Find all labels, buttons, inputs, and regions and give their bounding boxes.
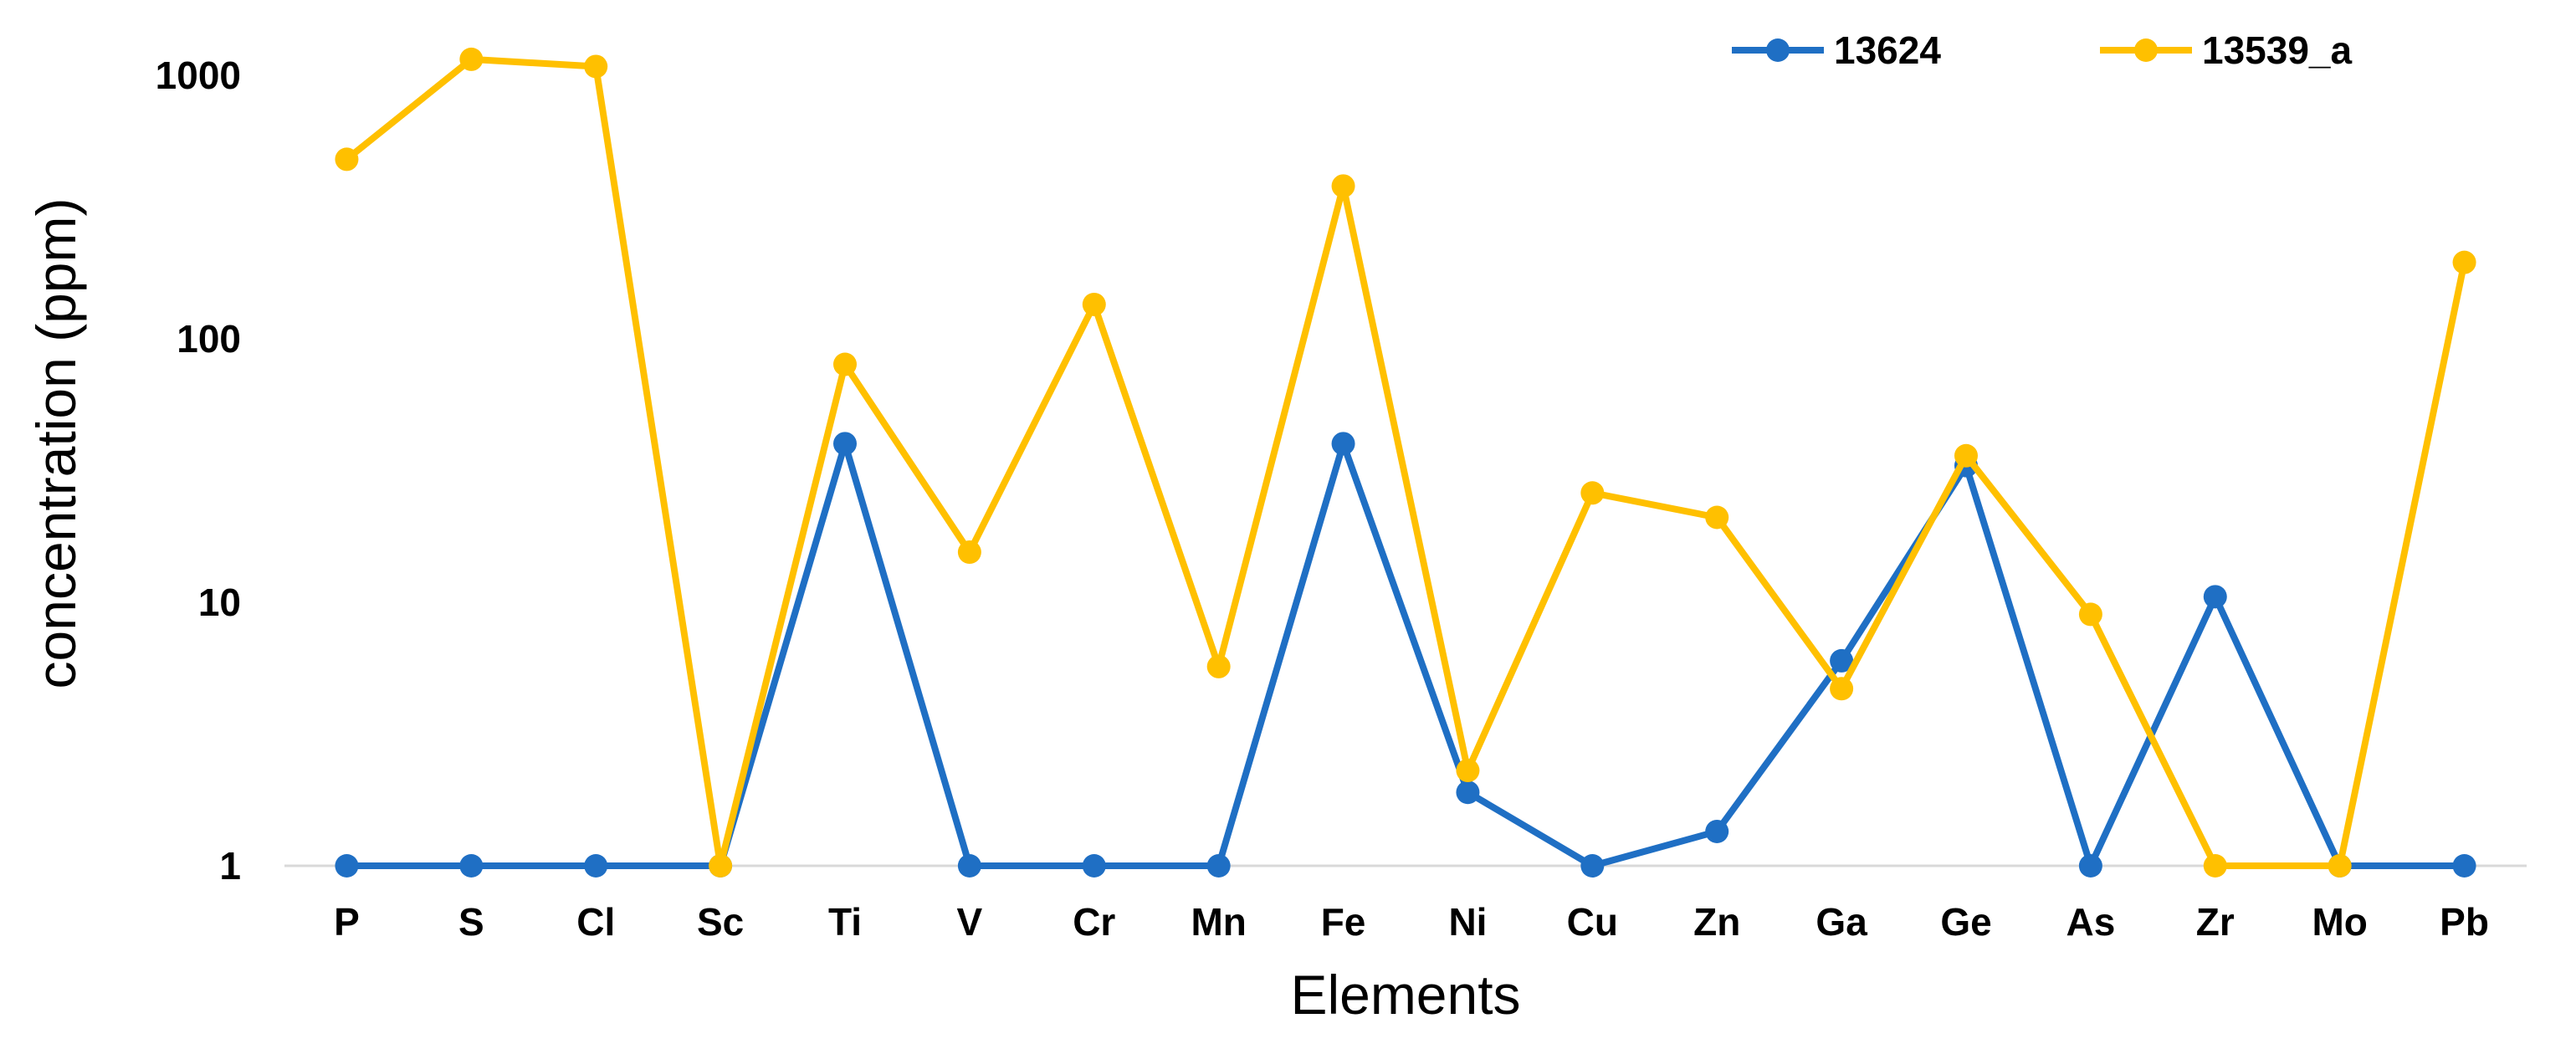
data-point: [1331, 174, 1355, 198]
data-point: [1830, 677, 1854, 701]
data-point: [2203, 854, 2227, 878]
x-tick-label: Cr: [1073, 900, 1115, 944]
x-tick-label: Cl: [576, 900, 615, 944]
x-tick-label: V: [957, 900, 983, 944]
x-tick-label: Ge: [1940, 900, 1991, 944]
x-tick-label: Mn: [1191, 900, 1246, 944]
data-point: [1456, 780, 1480, 805]
data-point: [459, 47, 484, 71]
data-point: [1705, 505, 1729, 530]
series-13624: [335, 432, 2476, 878]
x-tick-label: Sc: [697, 900, 744, 944]
x-tick-label: As: [2066, 900, 2115, 944]
y-tick-label: 100: [177, 317, 241, 361]
data-point: [1206, 854, 1231, 878]
data-point: [1082, 292, 1106, 316]
data-point: [1206, 654, 1231, 678]
x-tick-label: Fe: [1321, 900, 1366, 944]
data-point: [833, 432, 857, 456]
data-point: [2203, 585, 2227, 609]
data-point: [1580, 854, 1605, 878]
legend-label: 13539_a: [2202, 28, 2352, 72]
legend-item: 13624: [1732, 28, 1941, 72]
x-tick-label: S: [458, 900, 484, 944]
data-point: [1580, 481, 1605, 505]
series-line: [344, 55, 2468, 869]
legend-marker: [1766, 38, 1790, 62]
data-point: [2452, 854, 2476, 878]
data-point: [957, 540, 981, 565]
legend-label: 13624: [1834, 28, 1941, 72]
data-point: [1456, 759, 1480, 783]
x-tick-label: Mo: [2312, 900, 2367, 944]
x-tick-label: Zr: [2196, 900, 2235, 944]
x-axis-title: Elements: [1290, 964, 1520, 1026]
y-tick-label: 1: [219, 844, 241, 888]
x-tick-label: Pb: [2440, 900, 2489, 944]
data-point: [1082, 854, 1106, 878]
x-tick-label: P: [334, 900, 360, 944]
x-tick-label: Ni: [1448, 900, 1487, 944]
x-tick-label: Ga: [1815, 900, 1867, 944]
data-point: [584, 854, 608, 878]
series-line: [346, 440, 2465, 869]
data-point: [335, 147, 359, 171]
x-tick-label: Cu: [1567, 900, 1618, 944]
data-point: [459, 854, 484, 878]
data-point: [2078, 602, 2102, 627]
data-point: [1830, 648, 1854, 673]
data-point: [833, 352, 857, 376]
y-axis-title: concentration (ppm): [25, 198, 87, 689]
y-tick-label: 10: [198, 581, 241, 624]
x-tick-label: Ti: [828, 900, 862, 944]
data-point: [2078, 854, 2102, 878]
x-tick-label: Zn: [1693, 900, 1740, 944]
data-point: [2328, 854, 2352, 878]
legend-marker: [2134, 38, 2158, 62]
data-point: [709, 854, 733, 878]
series-13539_a: [335, 47, 2476, 878]
legend-item: 13539_a: [2100, 28, 2352, 72]
y-tick-label: 1000: [156, 54, 241, 97]
data-point: [1705, 819, 1729, 843]
data-point: [335, 854, 359, 878]
data-point: [2452, 250, 2476, 274]
data-point: [1954, 443, 1978, 468]
data-point: [1331, 432, 1355, 456]
data-point: [957, 854, 981, 878]
data-point: [584, 54, 608, 79]
